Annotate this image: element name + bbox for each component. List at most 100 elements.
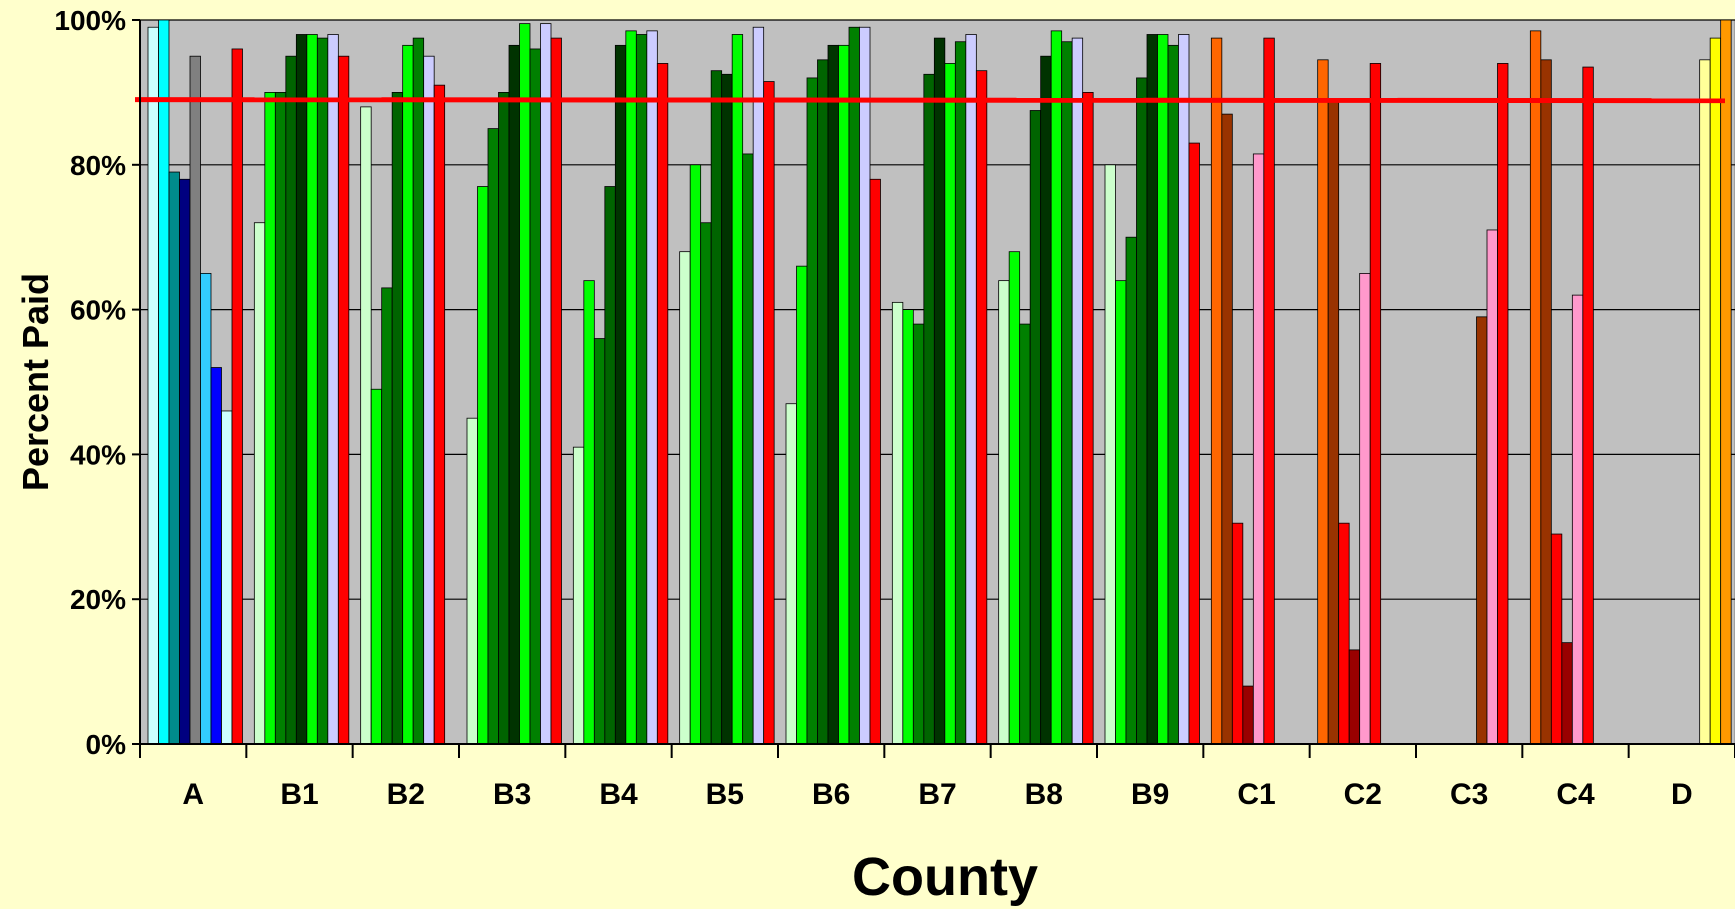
bar [221, 410, 233, 745]
bar [306, 34, 318, 745]
bar [1338, 522, 1350, 745]
bar-group-d [1699, 19, 1732, 745]
bar [274, 92, 287, 745]
bar [604, 186, 616, 745]
bar [1221, 113, 1233, 745]
x-tick-labels: A B1 B2 B3 B4 B5 B6 B7 B8 B9 C1 C2 C3 C4 D [182, 778, 1692, 811]
bar [763, 81, 775, 745]
bar [902, 309, 914, 745]
bar [327, 34, 339, 745]
bar [1699, 59, 1711, 745]
x-tick-label: B1 [280, 778, 318, 811]
bar [1486, 229, 1498, 745]
bar [1146, 34, 1158, 745]
bar [1359, 272, 1371, 745]
y-tick-labels: 0% 20% 40% 60% 80% 100% [54, 5, 126, 760]
bar [1050, 30, 1063, 745]
bar [1561, 642, 1573, 745]
bar [923, 73, 935, 745]
bar [912, 323, 925, 745]
x-tick-label: B6 [812, 778, 850, 811]
bar [1231, 522, 1244, 745]
bar [965, 34, 977, 745]
bar [954, 41, 967, 745]
bar [1188, 142, 1200, 745]
x-tick-label: C4 [1556, 778, 1595, 811]
bar [316, 37, 329, 745]
bar [933, 37, 946, 745]
y-tick-label: 0% [86, 729, 127, 760]
bar [360, 106, 372, 745]
bar [253, 222, 266, 745]
bar [975, 70, 988, 745]
bar [721, 73, 733, 745]
bar-group-b4 [572, 30, 669, 745]
y-tick-label: 20% [70, 584, 126, 615]
bar [1040, 55, 1052, 745]
bar-group-b7 [891, 34, 988, 745]
bar-group-b3 [466, 23, 562, 745]
bar [1709, 37, 1722, 745]
bar [487, 128, 499, 745]
y-tick-label: 100% [54, 5, 126, 36]
x-tick-label: C2 [1344, 778, 1382, 811]
x-tick-label: B7 [918, 778, 956, 811]
bar [1529, 30, 1542, 745]
y-tick-label: 60% [70, 295, 126, 326]
bar [998, 280, 1010, 745]
bar-group-b9 [1104, 34, 1200, 745]
bar [1178, 34, 1190, 745]
bar [1008, 251, 1021, 745]
bar [402, 44, 414, 745]
bar [742, 153, 754, 745]
bar [689, 164, 702, 745]
bar [466, 417, 478, 745]
bar [1327, 99, 1340, 745]
bar [710, 70, 723, 745]
bar [1157, 34, 1169, 745]
bar [1348, 649, 1361, 745]
bar [869, 178, 881, 745]
x-tick-label: B5 [706, 778, 744, 811]
bar [423, 55, 435, 745]
bar [700, 222, 712, 745]
x-axis-title: County [852, 847, 1038, 907]
x-tick-label: B8 [1025, 778, 1063, 811]
bar [656, 63, 669, 745]
bar [337, 55, 350, 745]
x-tick-label: C3 [1450, 778, 1488, 811]
bar [848, 26, 860, 745]
bar [1061, 41, 1073, 745]
bar [295, 34, 308, 745]
bar-group-b5 [679, 26, 775, 745]
bar [838, 44, 850, 745]
bar [679, 251, 691, 745]
bar [1263, 37, 1275, 745]
bar [168, 171, 180, 745]
bar [752, 26, 765, 745]
bar [1242, 685, 1254, 745]
bar [433, 84, 446, 745]
y-axis-title: Percent Paid [15, 273, 56, 491]
x-tick-label: A [182, 778, 204, 811]
bar [1167, 44, 1179, 745]
axes [132, 19, 1735, 758]
bar [179, 178, 191, 745]
x-tick-label: B9 [1131, 778, 1169, 811]
bar [806, 77, 818, 745]
bar [614, 44, 627, 745]
bar [1369, 63, 1382, 745]
x-tick-label: D [1671, 778, 1693, 811]
bar [1136, 77, 1148, 745]
bar [508, 44, 520, 745]
bar [381, 287, 393, 745]
reference-line [134, 97, 1726, 104]
bar [231, 48, 243, 745]
bar [625, 30, 637, 745]
bar-group-b1 [253, 34, 350, 745]
bar [891, 301, 904, 745]
bar [1476, 316, 1488, 745]
bar [550, 37, 562, 745]
bar [1540, 59, 1552, 745]
